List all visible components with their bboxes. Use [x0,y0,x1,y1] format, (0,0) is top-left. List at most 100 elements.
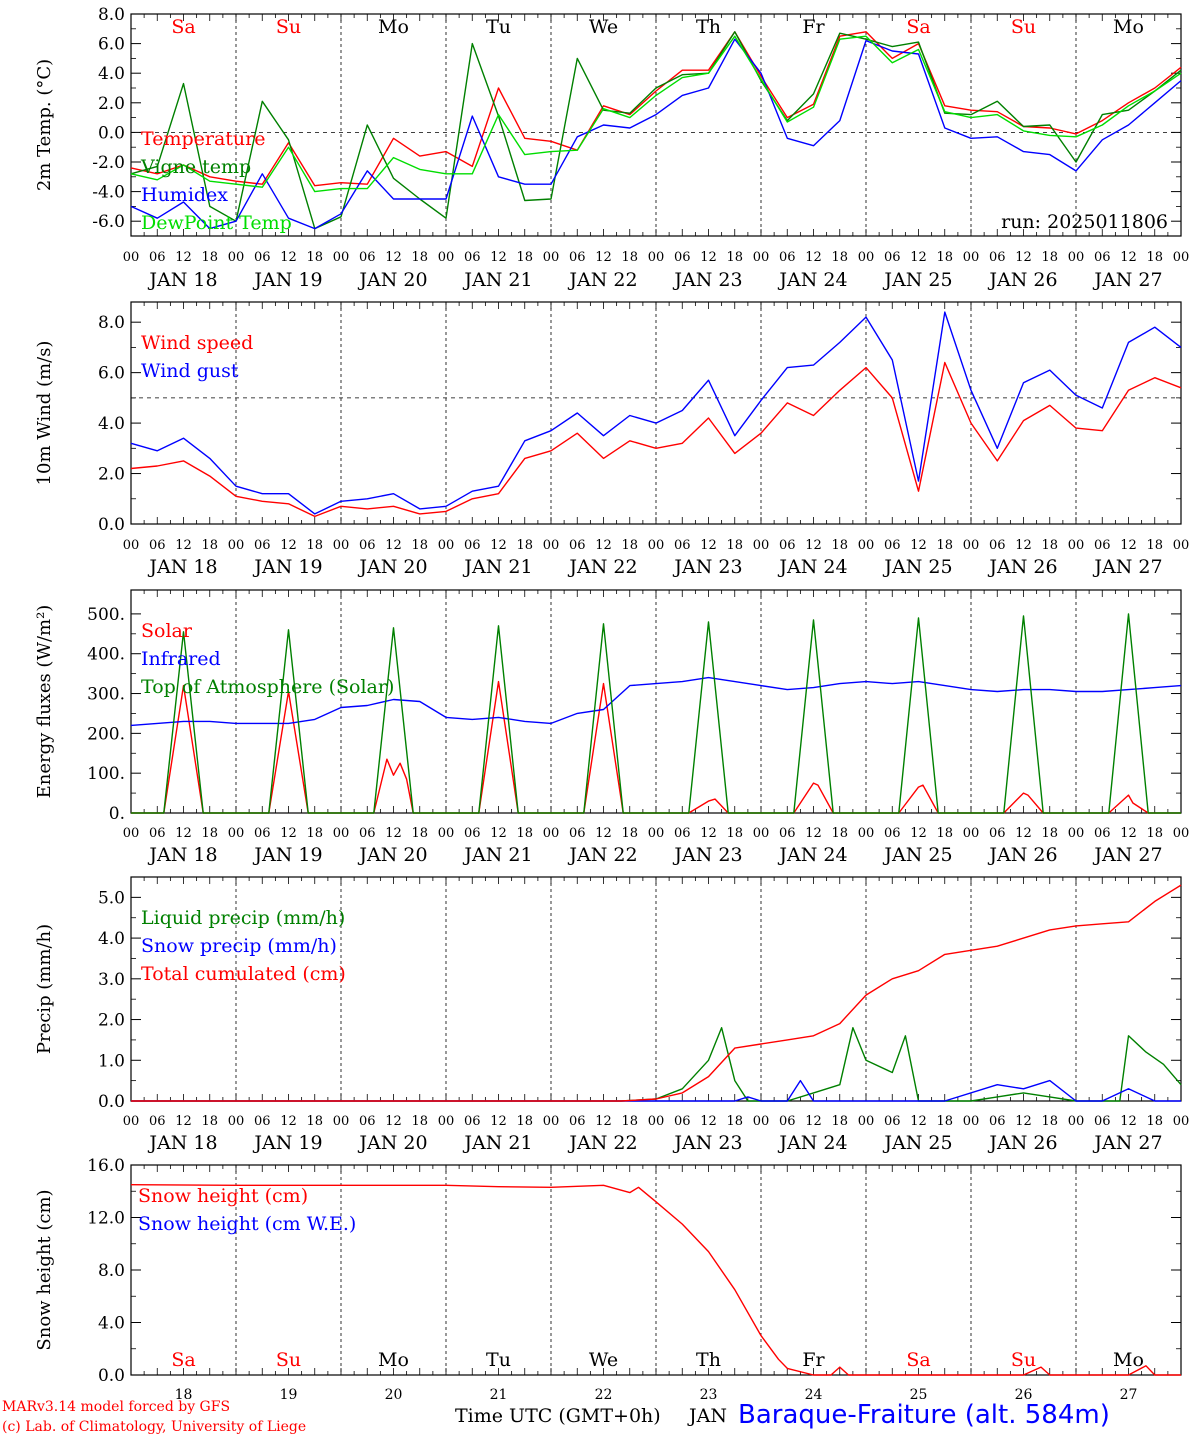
hour-label: 12 [280,250,297,265]
weekday-label: Tu [486,1349,511,1371]
hour-label: 06 [464,1114,481,1129]
legend-entry: Temperature [141,128,265,150]
hour-label: 06 [779,250,796,265]
series-line-snow-height-cm [130,1183,1181,1376]
hour-label: 00 [648,538,665,553]
hour-label: 12 [595,250,612,265]
date-label: JAN 24 [777,1132,847,1154]
weekday-label: Sa [171,16,195,38]
date-label: JAN 20 [357,556,427,578]
hour-label: 06 [779,538,796,553]
hour-label: 18 [726,538,743,553]
legend-entry: Wind gust [141,360,239,382]
hour-label: 00 [1068,538,1085,553]
weekday-label: Tu [486,16,511,38]
hour-label: 00 [753,538,770,553]
hour-label: 18 [936,538,953,553]
hour-label: 18 [201,250,218,265]
date-label: JAN 24 [777,844,847,866]
date-label: JAN 23 [672,269,742,291]
hour-label: 18 [936,826,953,841]
day-number-label: 20 [385,1387,403,1403]
hour-label: 18 [621,826,638,841]
hour-label: 06 [1094,826,1111,841]
y-axis-label: Snow height (cm) [34,1189,55,1350]
hour-label: 12 [490,1114,507,1129]
y-tick-label: -6.0 [92,212,125,232]
weekday-label: We [589,16,618,38]
hour-label: 18 [1041,826,1058,841]
hour-label: 06 [884,538,901,553]
hour-label: 18 [411,826,428,841]
hour-label: 06 [779,1114,796,1129]
y-tick-label: 8.0 [98,1261,125,1281]
hour-label: 18 [306,250,323,265]
y-tick-label: 4.0 [98,929,125,949]
hour-label: 12 [385,1114,402,1129]
hour-label: 12 [490,538,507,553]
hour-label: 18 [831,826,848,841]
station-title: Baraque-Fraiture (alt. 584m) [738,1400,1110,1430]
y-axis-label: Energy fluxes (W/m²) [34,605,55,799]
day-number-label: 24 [805,1387,823,1403]
y-tick-label: 4.0 [98,64,125,84]
hour-label: 06 [989,826,1006,841]
hour-label: 00 [123,250,140,265]
y-tick-label: -2.0 [92,153,125,173]
y-tick-label: 16.0 [87,1156,125,1176]
hour-label: 00 [543,1114,560,1129]
weekday-label: Su [1011,16,1036,38]
hour-label: 12 [490,250,507,265]
day-number-label: 19 [280,1387,298,1403]
series-line-infrared [130,676,1182,727]
hour-label: 18 [306,538,323,553]
month-label: JAN [689,1405,727,1427]
date-label: JAN 25 [882,556,952,578]
hour-label: 06 [989,250,1006,265]
hour-label: 18 [411,250,428,265]
date-label: JAN 20 [357,1132,427,1154]
hour-label: 12 [385,538,402,553]
y-tick-label: 2.0 [98,94,125,114]
hour-label: 06 [674,826,691,841]
date-label: JAN 23 [672,556,742,578]
series-line-temperature [130,31,1182,187]
hour-label: 12 [700,250,717,265]
hour-label: 00 [858,826,875,841]
hour-label: 00 [333,538,350,553]
credit-line-2: (c) Lab. of Climatology, University of L… [2,1419,307,1435]
hour-label: 12 [175,1114,192,1129]
y-tick-label: 500. [87,605,125,625]
date-label: JAN 19 [252,269,322,291]
hour-label: 12 [595,826,612,841]
legend-entry: Vigne temp [140,156,251,178]
date-label: JAN 24 [777,556,847,578]
hour-label: 12 [595,1114,612,1129]
hour-label: 00 [228,250,245,265]
hour-label: 00 [963,538,980,553]
legend-entry: Infrared [141,648,221,670]
date-label: JAN 19 [252,844,322,866]
hour-label: 18 [1146,250,1163,265]
hour-label: 12 [805,1114,822,1129]
hour-label: 06 [359,538,376,553]
series-line-top-of-atmosphere-solar [131,613,1181,814]
hour-label: 18 [1146,538,1163,553]
y-tick-label: 0.0 [98,123,125,143]
y-tick-label: 5.0 [98,888,125,908]
hour-label: 00 [963,826,980,841]
hour-label: 00 [753,826,770,841]
hour-label: 12 [700,1114,717,1129]
hour-label: 00 [438,826,455,841]
weekday-label: Th [696,16,721,38]
hour-label: 18 [516,250,533,265]
hour-label: 06 [884,826,901,841]
hour-label: 00 [858,250,875,265]
y-tick-label: 4.0 [98,414,125,434]
date-label: JAN 18 [147,844,217,866]
hour-label: 06 [149,826,166,841]
day-number-label: 25 [910,1387,928,1403]
hour-label: 00 [1173,250,1190,265]
hour-label: 06 [359,250,376,265]
credit-line-1: MARv3.14 model forced by GFS [2,1399,231,1415]
